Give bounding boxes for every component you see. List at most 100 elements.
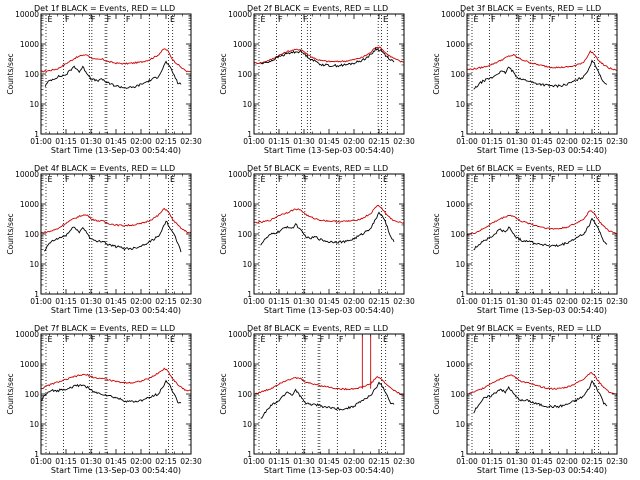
x-tick-label: 01:15 <box>481 297 503 306</box>
x-tick-label: 01:45 <box>105 457 127 466</box>
detector-panel-1: Det 1f BLACK = Events, RED = LLD E F F F F E 1 1… <box>6 4 202 155</box>
panel-title: Det 6f BLACK = Events, RED = LLD <box>460 164 601 173</box>
event-marker-label: F <box>107 15 112 24</box>
y-tick-label: 100 <box>238 390 253 399</box>
y-tick-label: 10000 <box>15 330 39 339</box>
y-tick-label: 10 <box>29 260 39 269</box>
y-tick-label: 1000 <box>446 360 465 369</box>
detector-panel-4: Det 4f BLACK = Events, RED = LLD E F F F F E 1 1… <box>6 164 202 315</box>
x-tick-label: 02:30 <box>393 297 415 306</box>
plot-frame <box>253 13 405 135</box>
x-tick-label: 01:45 <box>318 297 340 306</box>
event-marker-label: F <box>126 335 131 344</box>
x-tick-label: 02:00 <box>130 137 152 146</box>
x-tick-label: 02:00 <box>556 297 578 306</box>
event-marker-label: F <box>551 15 556 24</box>
x-tick-label: 01:00 <box>243 297 265 306</box>
x-tick-label: 02:15 <box>155 137 177 146</box>
plot-frame <box>466 13 618 135</box>
lld-series-line <box>253 204 405 224</box>
y-axis-label: Counts/sec <box>219 213 228 254</box>
x-tick-label: 02:15 <box>155 457 177 466</box>
y-tick-label: 1000 <box>233 40 252 49</box>
x-tick-label: 02:30 <box>606 457 628 466</box>
plot-frame <box>40 13 192 135</box>
event-marker-label: E <box>170 175 175 184</box>
x-tick-label: 01:45 <box>105 137 127 146</box>
event-marker-label: F <box>303 15 308 24</box>
lld-series-line <box>40 367 192 392</box>
x-tick-label: 01:30 <box>506 457 528 466</box>
x-axis-label: Start Time (13-Sep-03 00:54:40) <box>51 466 181 475</box>
lld-series-line <box>40 48 192 73</box>
event-marker-label: F <box>107 335 112 344</box>
event-marker-label: F <box>518 335 523 344</box>
event-marker-label: F <box>518 15 523 24</box>
event-marker-label: E <box>48 175 53 184</box>
y-tick-label: 10000 <box>228 330 252 339</box>
x-tick-label: 01:00 <box>243 137 265 146</box>
panel-title: Det 4f BLACK = Events, RED = LLD <box>34 164 175 173</box>
y-tick-label: 10000 <box>441 10 465 19</box>
events-series-line <box>473 59 608 90</box>
y-tick-label: 10 <box>455 420 465 429</box>
y-tick-label: 10 <box>29 100 39 109</box>
x-tick-label: 01:30 <box>293 457 315 466</box>
event-marker-label: F <box>491 335 496 344</box>
y-tick-label: 1000 <box>233 200 252 209</box>
x-tick-label: 01:00 <box>456 297 478 306</box>
events-series-line <box>260 211 395 246</box>
x-tick-label: 01:45 <box>531 137 553 146</box>
y-tick-label: 10 <box>242 260 252 269</box>
lld-series-line <box>40 207 192 234</box>
y-tick-label: 1000 <box>446 200 465 209</box>
events-series-line <box>473 379 608 414</box>
lld-series-line <box>253 46 404 65</box>
event-marker-label: F <box>278 15 283 24</box>
detector-panel-8: Det 8f BLACK = Events, RED = LLD E F F F F E 1 1… <box>219 324 415 475</box>
y-axis-label: Counts/sec <box>6 373 15 414</box>
events-series-line <box>43 220 182 253</box>
event-marker-label: E <box>474 335 479 344</box>
event-marker-label: F <box>126 15 131 24</box>
x-tick-label: 02:00 <box>130 457 152 466</box>
x-tick-label: 02:00 <box>343 137 365 146</box>
y-tick-label: 100 <box>451 230 466 239</box>
y-tick-label: 100 <box>451 390 466 399</box>
x-tick-label: 02:30 <box>180 137 202 146</box>
x-tick-label: 01:15 <box>481 137 503 146</box>
panel-title: Det 5f BLACK = Events, RED = LLD <box>247 164 388 173</box>
event-marker-label: E <box>170 335 175 344</box>
x-tick-label: 01:30 <box>506 137 528 146</box>
panel-title: Det 3f BLACK = Events, RED = LLD <box>460 4 601 13</box>
lld-series-line <box>466 210 618 236</box>
x-tick-label: 01:15 <box>55 137 77 146</box>
event-marker-label: F <box>126 175 131 184</box>
y-tick-label: 1 <box>460 290 465 299</box>
y-axis-label: Counts/sec <box>6 213 15 254</box>
event-marker-label: E <box>383 335 388 344</box>
x-tick-label: 02:15 <box>581 297 603 306</box>
y-tick-label: 10 <box>29 420 39 429</box>
y-tick-label: 10000 <box>228 170 252 179</box>
event-marker-label: E <box>383 175 388 184</box>
y-axis-label: Counts/sec <box>432 213 441 254</box>
y-tick-label: 10000 <box>15 170 39 179</box>
event-marker-label: E <box>596 175 601 184</box>
detector-panel-7: Det 7f BLACK = Events, RED = LLD E F F F F E 1 1… <box>6 324 202 475</box>
x-axis-label: Start Time (13-Sep-03 00:54:40) <box>51 306 181 315</box>
x-tick-label: 01:45 <box>531 457 553 466</box>
events-series-line <box>44 60 182 89</box>
y-tick-label: 1 <box>460 130 465 139</box>
panel-title: Det 1f BLACK = Events, RED = LLD <box>34 4 175 13</box>
x-tick-label: 02:30 <box>393 457 415 466</box>
y-axis-label: Counts/sec <box>219 53 228 94</box>
plot-frame <box>40 333 192 455</box>
x-axis-label: Start Time (13-Sep-03 00:54:40) <box>264 306 394 315</box>
x-tick-label: 02:30 <box>606 297 628 306</box>
y-tick-label: 1 <box>247 450 252 459</box>
event-marker-label: E <box>596 15 601 24</box>
y-tick-label: 100 <box>25 390 40 399</box>
panel-title: Det 2f BLACK = Events, RED = LLD <box>247 4 388 13</box>
